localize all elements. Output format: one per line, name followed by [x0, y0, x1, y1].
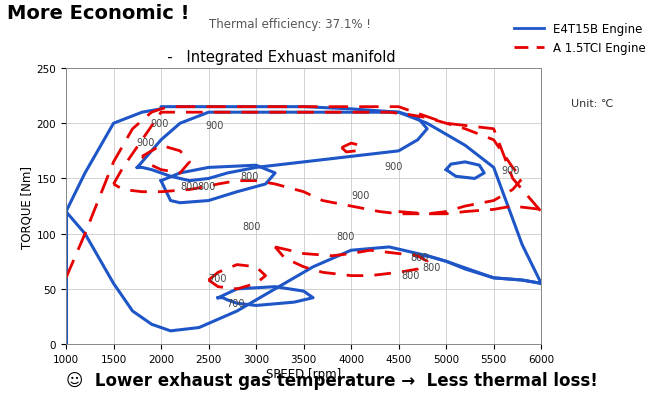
Text: 900: 900 — [502, 165, 520, 175]
Text: 800: 800 — [197, 182, 216, 192]
Text: 700: 700 — [208, 273, 226, 283]
Text: More Economic !: More Economic ! — [7, 4, 189, 23]
Text: 800: 800 — [336, 231, 354, 241]
Text: 700: 700 — [226, 298, 244, 309]
Text: ☺  Lower exhaust gas temperature →  Less thermal loss!: ☺ Lower exhaust gas temperature → Less t… — [66, 371, 597, 389]
Text: Thermal efficiency: 37.1% !: Thermal efficiency: 37.1% ! — [209, 18, 372, 31]
Text: 900: 900 — [150, 119, 168, 129]
Text: -   Integrated Exhuast manifold: - Integrated Exhuast manifold — [158, 50, 396, 65]
X-axis label: SPEED [rpm]: SPEED [rpm] — [266, 367, 341, 379]
Text: 900: 900 — [385, 162, 403, 172]
Text: 800: 800 — [402, 270, 420, 280]
Text: 900: 900 — [205, 121, 224, 131]
Text: 900: 900 — [137, 138, 155, 148]
Text: 800: 800 — [242, 222, 261, 231]
Text: 800: 800 — [422, 262, 441, 272]
Text: 800: 800 — [240, 172, 259, 182]
Text: Unit: ℃: Unit: ℃ — [571, 99, 613, 109]
Text: 900: 900 — [351, 190, 370, 200]
Y-axis label: TORQUE [Nm]: TORQUE [Nm] — [20, 165, 34, 248]
Text: 800: 800 — [410, 252, 428, 262]
Text: 800: 800 — [180, 182, 199, 192]
Legend: E4T15B Engine, A 1.5TCI Engine: E4T15B Engine, A 1.5TCI Engine — [510, 18, 651, 59]
